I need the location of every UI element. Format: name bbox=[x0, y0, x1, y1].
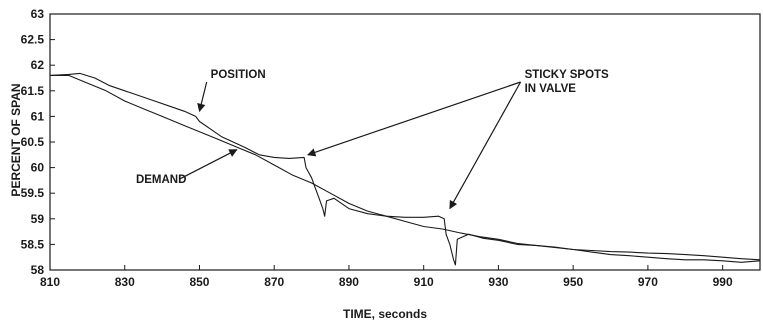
annotation-arrow bbox=[307, 81, 521, 157]
x-axis-title: TIME, seconds bbox=[343, 307, 427, 321]
annotation-arrow bbox=[449, 81, 522, 210]
annotation-label: POSITION bbox=[211, 69, 266, 81]
y-tick-label: 59.5 bbox=[21, 186, 45, 200]
annotation-label: DEMAND bbox=[136, 174, 186, 186]
annotation-label: IN VALVE bbox=[525, 83, 577, 95]
y-tick-label: 61 bbox=[31, 109, 45, 123]
x-tick-label: 950 bbox=[563, 275, 583, 289]
x-tick-group: 810 830 850 870 890 910 930 950 970 990 bbox=[40, 265, 733, 289]
annotation-group: POSITION DEMAND STICKY SPOTS IN VALVE bbox=[136, 69, 609, 210]
series-line-position bbox=[49, 72, 761, 266]
x-tick-label: 870 bbox=[264, 275, 284, 289]
y-tick-label: 59 bbox=[31, 212, 45, 226]
x-tick-label: 970 bbox=[638, 275, 658, 289]
y-tick-label: 60 bbox=[31, 161, 45, 175]
annotation-label: STICKY SPOTS bbox=[525, 69, 609, 81]
x-tick-label: 930 bbox=[488, 275, 508, 289]
x-tick-label: 850 bbox=[189, 275, 209, 289]
series-group bbox=[49, 72, 761, 266]
y-tick-label: 62 bbox=[31, 58, 45, 72]
y-tick-label: 58 bbox=[31, 263, 45, 277]
annotation-arrow bbox=[179, 149, 238, 180]
y-tick-label: 63 bbox=[31, 7, 45, 21]
y-tick-label: 61.5 bbox=[21, 84, 45, 98]
x-tick-label: 910 bbox=[414, 275, 434, 289]
x-tick-label: 830 bbox=[115, 275, 135, 289]
y-tick-label: 62.5 bbox=[21, 33, 45, 47]
y-tick-group: 58 58.5 59 59.5 60 60.5 61 61.5 62 62.5 63 bbox=[21, 7, 55, 277]
plot-area bbox=[49, 13, 761, 271]
x-tick-label: 810 bbox=[40, 275, 60, 289]
y-axis-title: PERCENT OF SPAN bbox=[9, 83, 23, 196]
x-tick-label: 990 bbox=[713, 275, 733, 289]
series-line-demand bbox=[50, 74, 761, 263]
x-tick-label: 890 bbox=[339, 275, 359, 289]
annotation-arrow bbox=[197, 81, 208, 113]
y-tick-label: 58.5 bbox=[21, 237, 45, 251]
y-tick-label: 60.5 bbox=[21, 135, 45, 149]
